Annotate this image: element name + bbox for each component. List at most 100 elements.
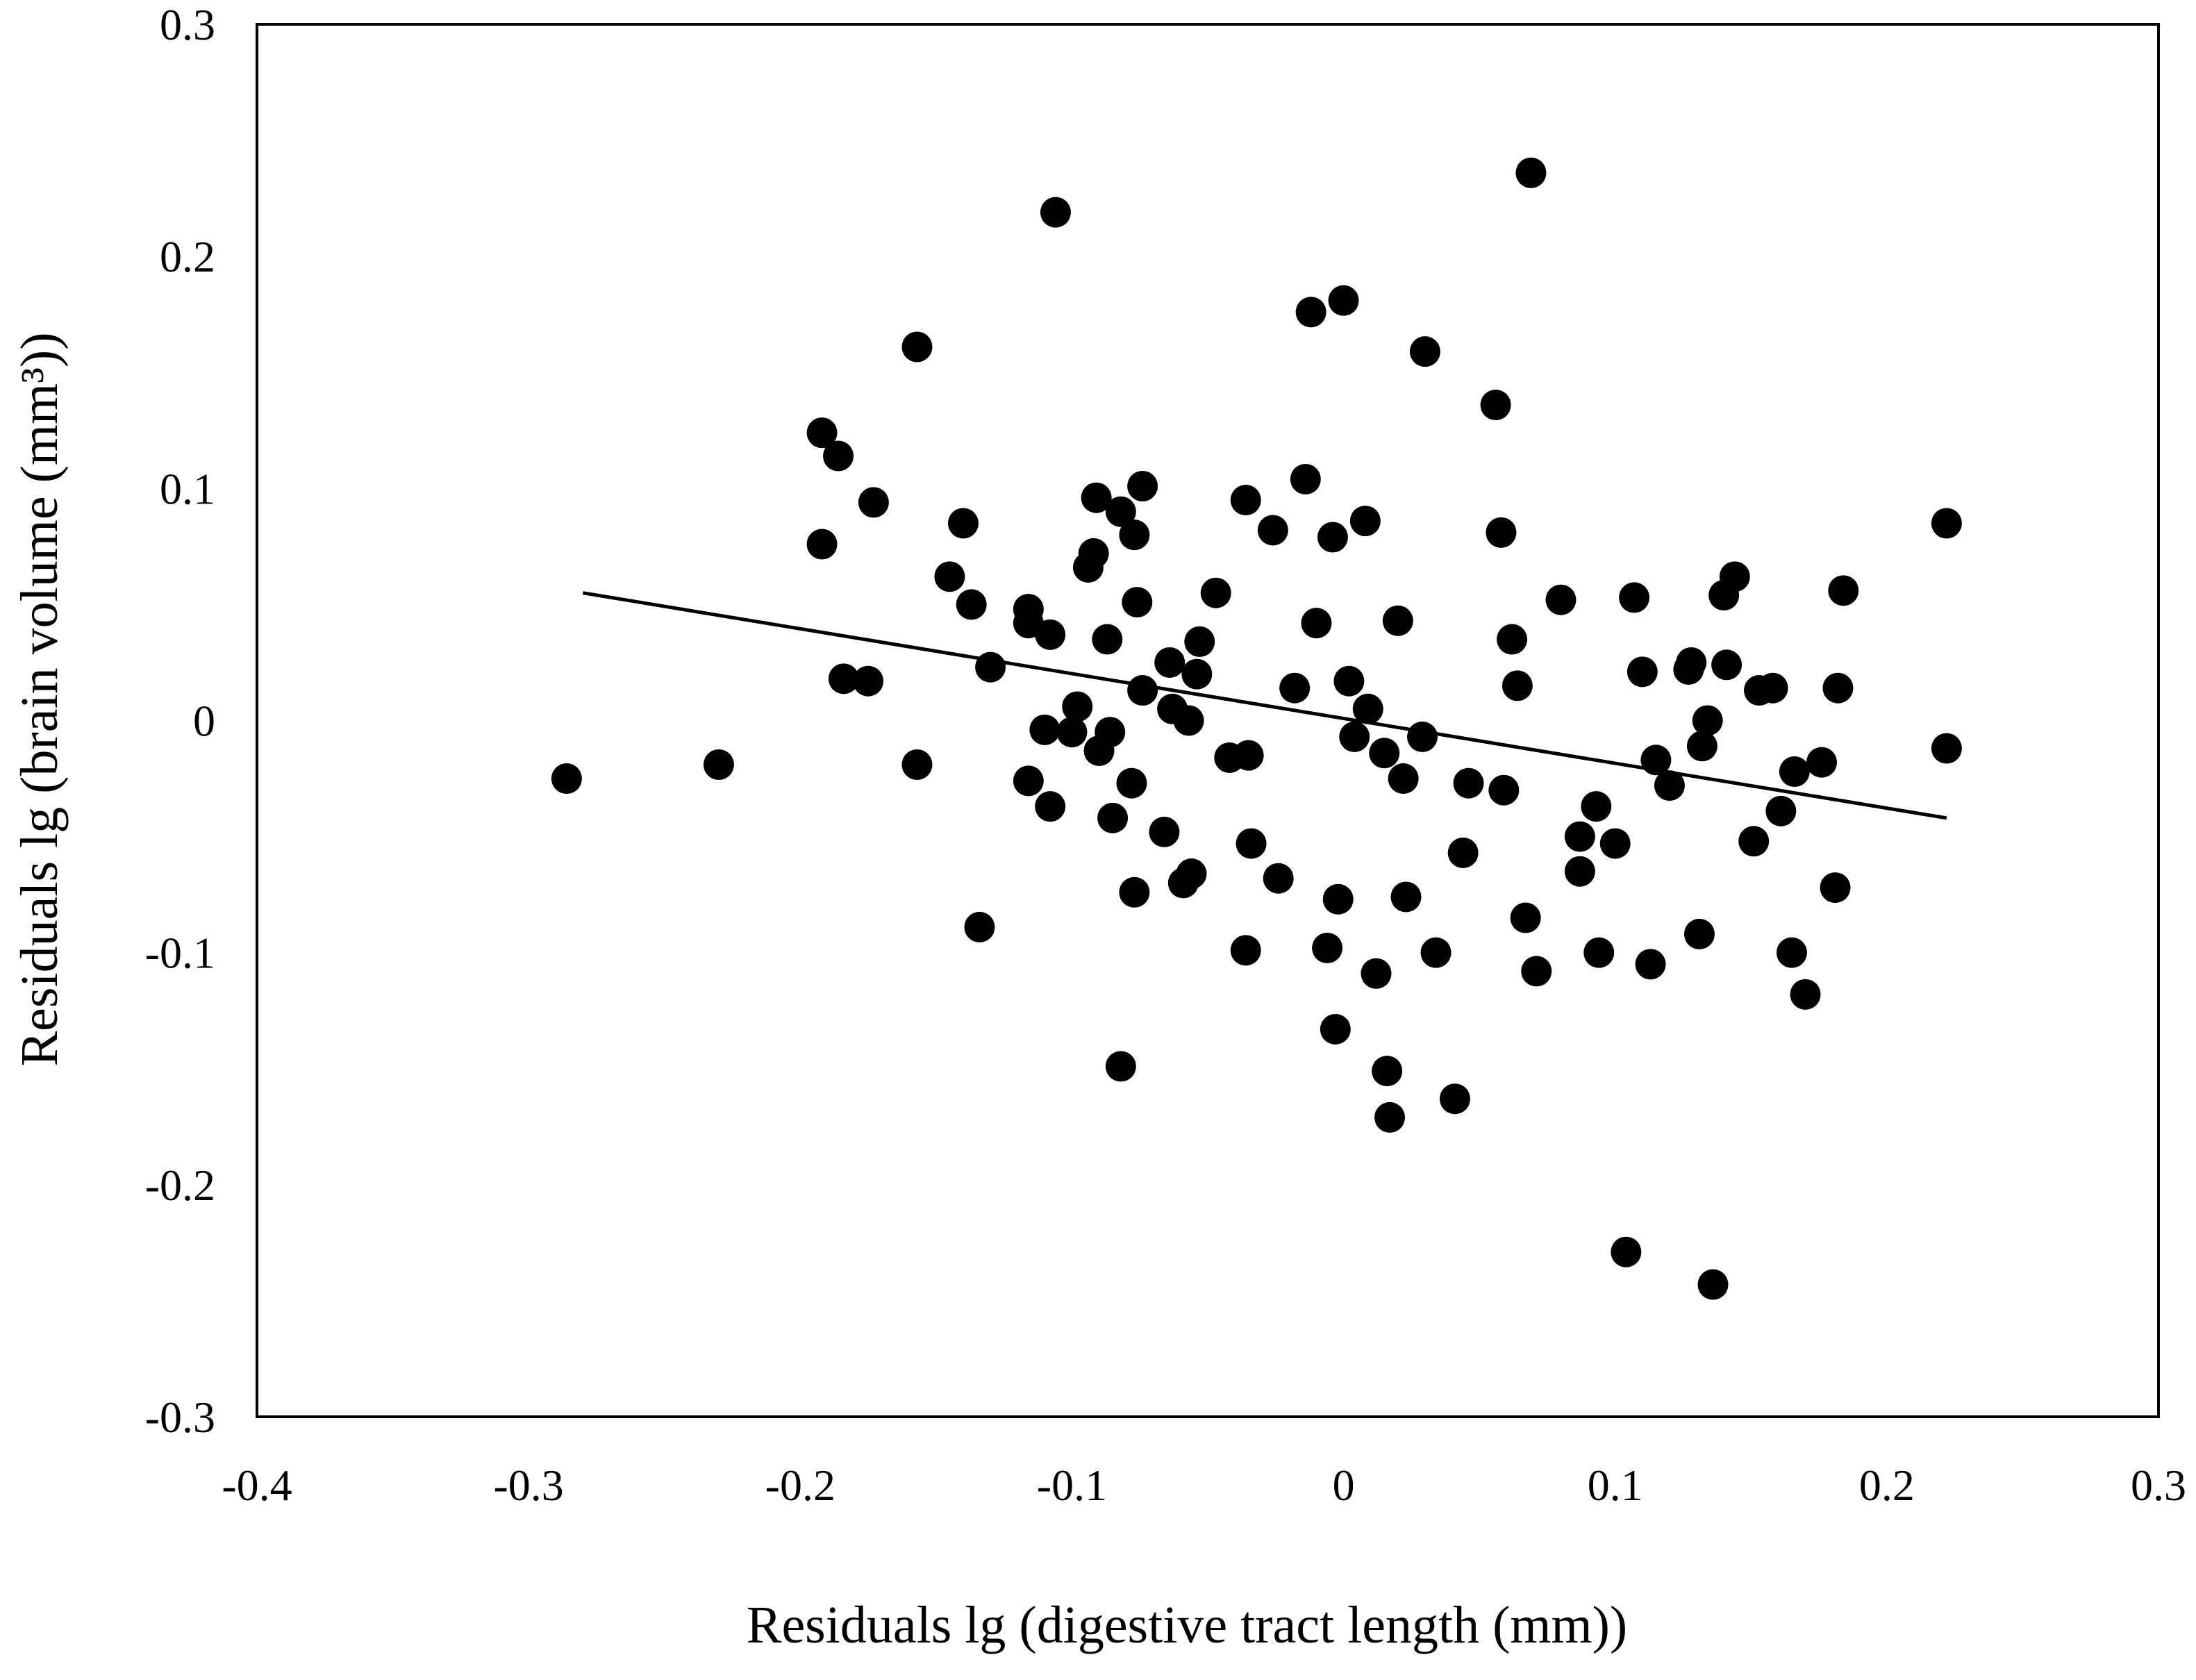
- data-point: [1333, 665, 1365, 697]
- data-point: [1640, 745, 1672, 776]
- data-point: [1738, 826, 1770, 857]
- data-point: [1486, 517, 1517, 548]
- data-point: [1420, 937, 1451, 968]
- data-point: [1515, 157, 1547, 188]
- data-point: [1230, 485, 1261, 516]
- data-point: [934, 561, 965, 592]
- data-point: [1322, 883, 1354, 915]
- x-tick-label: 0: [1333, 1461, 1355, 1510]
- data-point: [1295, 297, 1326, 328]
- data-point: [1173, 705, 1204, 736]
- trend-line: [582, 591, 1947, 820]
- data-point: [1200, 577, 1231, 608]
- data-point: [1312, 932, 1343, 963]
- y-tick-label: -0.1: [145, 929, 215, 978]
- data-point: [1257, 515, 1288, 546]
- data-point: [1263, 863, 1294, 894]
- data-point: [1776, 937, 1807, 968]
- data-point: [1328, 285, 1359, 316]
- data-point: [1676, 647, 1707, 678]
- data-point: [1374, 1101, 1406, 1133]
- data-point: [1806, 747, 1837, 778]
- data-point: [964, 911, 995, 942]
- data-point: [1029, 714, 1060, 745]
- x-tick-label: 0.1: [1588, 1461, 1643, 1510]
- data-point: [1388, 763, 1419, 795]
- data-point: [1583, 937, 1615, 968]
- y-tick-label: 0.1: [160, 464, 215, 513]
- data-point: [1635, 949, 1666, 980]
- data-point: [901, 331, 933, 363]
- data-point: [1119, 519, 1150, 551]
- data-point: [1092, 624, 1123, 655]
- data-point: [1290, 463, 1321, 494]
- data-point: [1184, 626, 1215, 657]
- data-point: [1236, 828, 1267, 859]
- data-point: [1407, 721, 1438, 752]
- data-point: [975, 651, 1006, 683]
- y-tick-label: 0.2: [160, 232, 215, 281]
- data-point: [956, 589, 987, 620]
- data-point: [1154, 647, 1186, 678]
- y-axis-tick-labels: 0.3 0.2 0.1 0 -0.1 -0.2 -0.3: [145, 0, 215, 1442]
- data-point: [1545, 584, 1577, 615]
- data-point: [1409, 336, 1440, 367]
- data-point: [1013, 765, 1044, 797]
- data-point: [1521, 956, 1552, 987]
- data-point: [1711, 649, 1742, 681]
- data-point: [1372, 1056, 1403, 1087]
- y-tick-label: 0: [193, 697, 215, 746]
- x-tick-label: -0.4: [222, 1461, 292, 1510]
- data-point: [1488, 774, 1520, 806]
- data-point: [828, 663, 859, 695]
- y-tick-label: -0.2: [145, 1161, 215, 1210]
- data-point: [551, 763, 582, 795]
- data-point: [1453, 767, 1484, 799]
- data-point: [1279, 672, 1311, 704]
- data-point: [1062, 691, 1093, 722]
- data-point: [1349, 506, 1381, 537]
- data-point: [1317, 522, 1348, 553]
- data-point: [1820, 872, 1851, 904]
- data-point: [1510, 902, 1541, 933]
- data-point: [1176, 858, 1207, 890]
- y-tick-label: 0.3: [160, 0, 215, 49]
- data-point: [703, 749, 734, 780]
- data-point: [806, 417, 838, 449]
- data-point: [858, 487, 889, 518]
- data-point: [1035, 619, 1066, 650]
- data-point: [1439, 1083, 1470, 1115]
- data-point: [1599, 828, 1631, 859]
- data-point: [1105, 496, 1136, 527]
- data-point: [806, 529, 838, 560]
- data-point: [1683, 918, 1715, 949]
- data-point: [1233, 740, 1264, 771]
- data-point: [1502, 670, 1533, 701]
- data-point: [1301, 608, 1332, 639]
- data-point: [1497, 624, 1528, 655]
- data-point: [1581, 791, 1612, 822]
- data-point: [1654, 770, 1685, 801]
- data-point: [1361, 958, 1392, 989]
- data-point: [1230, 935, 1261, 966]
- data-point: [1040, 197, 1071, 228]
- data-point: [1697, 1269, 1729, 1300]
- plot-area: [256, 23, 2160, 1418]
- x-axis-tick-labels: -0.4 -0.3 -0.2 -0.1 0 0.1 0.2 0.3: [222, 1461, 2186, 1510]
- data-point: [1828, 575, 1859, 606]
- data-point: [1390, 881, 1422, 913]
- data-point: [1369, 738, 1400, 769]
- data-point: [1352, 693, 1383, 724]
- x-axis-title: Residuals lg (digestive tract length (mm…: [747, 1596, 1627, 1654]
- y-tick-label: -0.3: [145, 1392, 215, 1442]
- data-point: [1564, 856, 1595, 887]
- data-point: [1822, 672, 1854, 704]
- data-point: [1765, 795, 1797, 826]
- x-tick-label: -0.1: [1037, 1461, 1107, 1510]
- data-point: [901, 749, 933, 780]
- data-point: [1686, 731, 1717, 762]
- data-point: [1790, 979, 1821, 1010]
- data-point: [1619, 582, 1650, 613]
- data-point: [1122, 587, 1153, 618]
